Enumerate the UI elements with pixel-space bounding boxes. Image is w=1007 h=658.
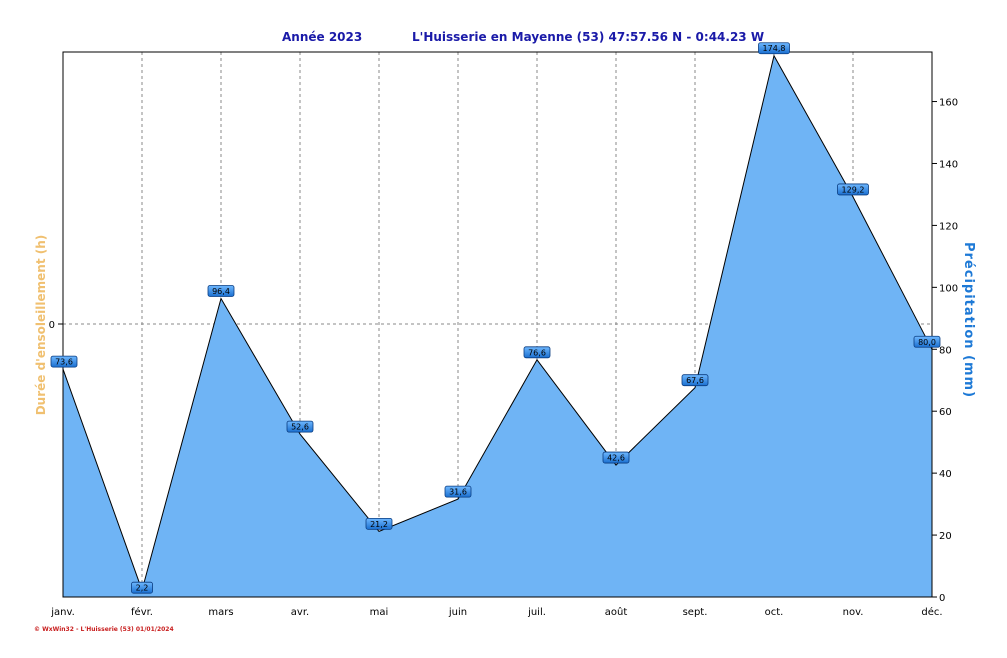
x-tick-label: oct. — [765, 607, 784, 618]
y-tick-label: 60 — [939, 407, 952, 418]
data-label-box — [758, 42, 790, 55]
x-tick-label: févr. — [131, 606, 153, 618]
y-axis-left-label: Durée d'ensoleillement (h) — [34, 235, 48, 416]
x-tick-label: avr. — [291, 607, 309, 618]
x-tick-label: déc. — [921, 606, 942, 618]
data-label: 80,0 — [918, 338, 936, 347]
chart-title: Année 2023 — [282, 30, 362, 44]
y-axis-right-label: Précipitation (mm) — [961, 242, 976, 398]
x-tick-label: sept. — [683, 607, 708, 618]
data-label: 76,6 — [528, 348, 546, 357]
y-tick-label: 0 — [939, 593, 945, 604]
precipitation-area — [63, 55, 932, 597]
y-tick-label: 120 — [939, 221, 958, 232]
x-tick-label: juil. — [527, 607, 546, 618]
data-label-box — [131, 581, 153, 594]
data-label-box — [207, 285, 235, 297]
data-label-box — [523, 346, 551, 359]
y-axis-right-ticks: 0 20 40 60 80 100 120 140 160 — [932, 98, 958, 604]
x-tick-label: nov. — [843, 607, 864, 618]
data-label: 67,6 — [686, 376, 704, 385]
y-axis-left-ticks: 0 — [49, 320, 63, 331]
data-label-box — [837, 183, 869, 196]
data-label-box — [444, 485, 472, 498]
data-label: 31,6 — [449, 488, 467, 497]
data-label-box — [50, 355, 78, 368]
data-label-box — [286, 420, 314, 433]
data-label-box — [913, 335, 941, 348]
precipitation-line — [62, 54, 933, 592]
data-label: 129,2 — [842, 185, 865, 194]
footer-credit: © WxWin32 - L'Huisserie (53) 01/01/2024 — [34, 626, 174, 633]
y-left-tick-label: 0 — [49, 320, 55, 331]
data-label: 2,2 — [136, 584, 149, 593]
data-label-box — [681, 374, 709, 387]
y-tick-label: 80 — [939, 345, 952, 356]
y-tick-label: 140 — [939, 159, 958, 170]
y-tick-label: 20 — [939, 531, 952, 542]
y-tick-label: 160 — [939, 98, 958, 109]
data-label: 174,8 — [763, 44, 786, 53]
data-labels: 73,6 2,2 96,4 52,6 21,2 31,6 76,6 42,6 67,6 174,8… — [50, 42, 941, 594]
data-label: 73,6 — [55, 358, 73, 367]
chart-subtitle: L'Huisserie en Mayenne (53) 47:57.56 N -… — [412, 30, 764, 44]
data-label-box — [602, 451, 630, 464]
x-tick-label: juin — [448, 607, 467, 618]
x-tick-label: août — [605, 606, 628, 618]
y-tick-label: 100 — [939, 283, 958, 294]
x-tick-label: mars — [208, 607, 233, 618]
x-tick-label: janv. — [50, 607, 75, 618]
x-axis-ticks: janv. févr. mars avr. mai juin juil. août sept. o… — [50, 606, 942, 618]
x-tick-label: mai — [370, 607, 389, 618]
data-label-box — [365, 517, 393, 530]
data-label: 21,2 — [370, 520, 388, 529]
data-label: 42,6 — [607, 454, 625, 463]
y-tick-label: 40 — [939, 469, 952, 480]
data-label: 52,6 — [291, 423, 309, 432]
data-label: 96,4 — [212, 287, 230, 296]
